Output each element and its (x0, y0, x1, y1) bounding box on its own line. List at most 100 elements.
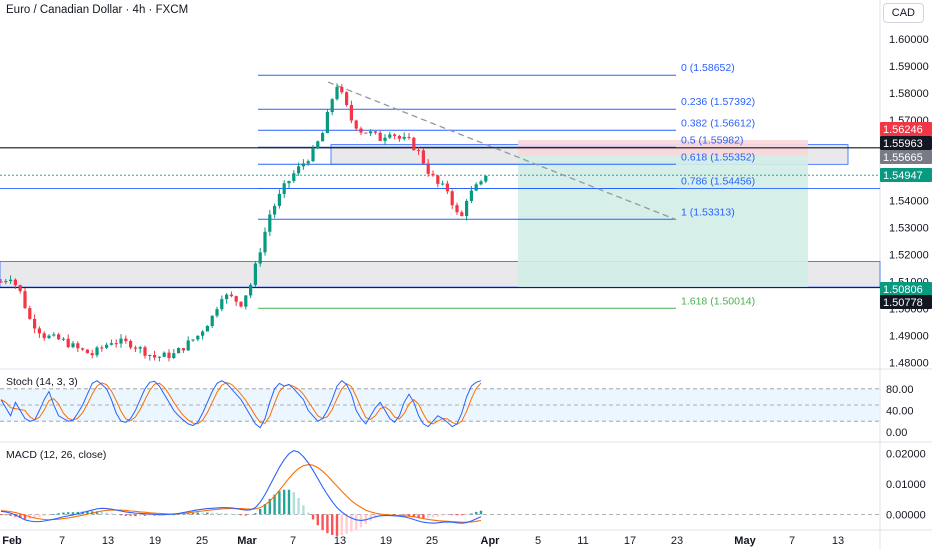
candle (397, 135, 401, 139)
macd-histogram-bar (201, 512, 204, 515)
macd-histogram-bar (244, 514, 247, 516)
candle (383, 137, 387, 141)
price-tick-label: 1.60000 (889, 34, 929, 46)
macd-histogram-bar (268, 498, 271, 515)
candle (133, 347, 137, 349)
price-tag-label: 1.54947 (883, 170, 923, 182)
candle (465, 200, 469, 217)
candle (71, 343, 75, 348)
macd-histogram-bar (431, 514, 435, 518)
candle (306, 161, 310, 164)
macd-histogram-bar (307, 512, 310, 515)
candle (138, 347, 142, 349)
candle (18, 285, 22, 292)
price-tag-label: 1.50806 (883, 284, 923, 296)
macd-histogram-bar (292, 492, 295, 515)
candle (244, 295, 248, 307)
fib-label: 0 (1.58652) (681, 62, 735, 74)
candle (402, 136, 406, 139)
currency-button[interactable]: CAD (882, 3, 924, 23)
candle (225, 294, 229, 300)
candle (234, 296, 238, 302)
candle (282, 183, 286, 194)
macd-histogram-bar (211, 512, 214, 515)
candle (196, 335, 200, 340)
macd-histogram-bar (148, 514, 151, 516)
macd-histogram-bar (350, 514, 353, 532)
macd-histogram-bar (62, 512, 65, 515)
price-tag (880, 136, 932, 150)
macd-histogram-bar (215, 512, 219, 515)
macd-histogram-bar (19, 514, 22, 518)
candle (153, 354, 157, 358)
macd-histogram-bar (422, 514, 425, 518)
macd-histogram-bar (177, 514, 180, 515)
macd-histogram-bar (455, 514, 459, 516)
candle (349, 105, 353, 121)
candle (273, 205, 277, 215)
candle (52, 334, 56, 336)
candle (421, 150, 425, 164)
candle (340, 86, 344, 93)
macd-line (0, 449, 482, 524)
macd-histogram-bar (105, 512, 108, 515)
time-tick-label: Feb (2, 535, 22, 547)
macd-histogram-bar (43, 514, 46, 516)
macd-histogram-bar (191, 512, 195, 515)
macd-histogram-bar (335, 514, 339, 536)
macd-histogram-bar (369, 514, 372, 521)
candle (455, 205, 459, 213)
time-tick-label: May (734, 535, 756, 547)
macd-histogram-bar (4, 514, 7, 516)
macd-histogram-bar (379, 514, 382, 517)
candle (407, 136, 411, 138)
candle (311, 148, 315, 162)
candle (354, 120, 358, 129)
macd-histogram-bar (278, 491, 281, 515)
fib-label: 0.618 (1.55352) (681, 151, 755, 163)
candle (186, 340, 190, 351)
price-tick-label: 1.53000 (889, 223, 929, 235)
candle (249, 284, 253, 296)
macd-histogram-bar (398, 514, 401, 516)
price-tag (880, 150, 932, 164)
price-tick-label: 1.54000 (889, 196, 929, 208)
candle (124, 338, 128, 342)
candle (345, 92, 349, 106)
macd-histogram-bar (225, 513, 228, 515)
stoch-tick-label: 0.00 (886, 427, 907, 439)
macd-histogram-bar (76, 511, 79, 515)
macd-histogram-bar (446, 514, 449, 516)
candle (330, 99, 334, 113)
macd-histogram-bar (427, 514, 430, 518)
candle (167, 352, 171, 358)
macd-histogram-bar (273, 494, 276, 515)
candle (445, 183, 449, 192)
candle (469, 190, 473, 201)
candle (378, 132, 382, 141)
candle (292, 173, 296, 181)
candle (253, 263, 257, 285)
macd-histogram-bar (52, 514, 55, 515)
macd-histogram-bar (441, 514, 444, 516)
candle (172, 353, 176, 358)
macd-histogram-bar (460, 514, 463, 516)
candle (42, 333, 46, 339)
candle (100, 347, 104, 349)
candle (47, 335, 51, 339)
macd-histogram-bar (364, 514, 367, 525)
candle (85, 349, 89, 354)
candle (13, 279, 17, 286)
macd-histogram-bar (143, 514, 147, 516)
fib-label: 0.5 (1.55982) (681, 134, 743, 146)
macd-histogram-bar (23, 514, 27, 519)
fib-label: 1.618 (1.50014) (681, 295, 755, 307)
candle (210, 315, 214, 326)
time-tick-label: 7 (59, 535, 65, 547)
fib-label: 1 (1.53313) (681, 206, 735, 218)
stoch-label: Stoch (14, 3, 3) (6, 376, 78, 388)
macd-histogram-bar (47, 514, 51, 516)
macd-histogram-bar (345, 514, 348, 534)
macd-histogram-bar (340, 514, 343, 535)
